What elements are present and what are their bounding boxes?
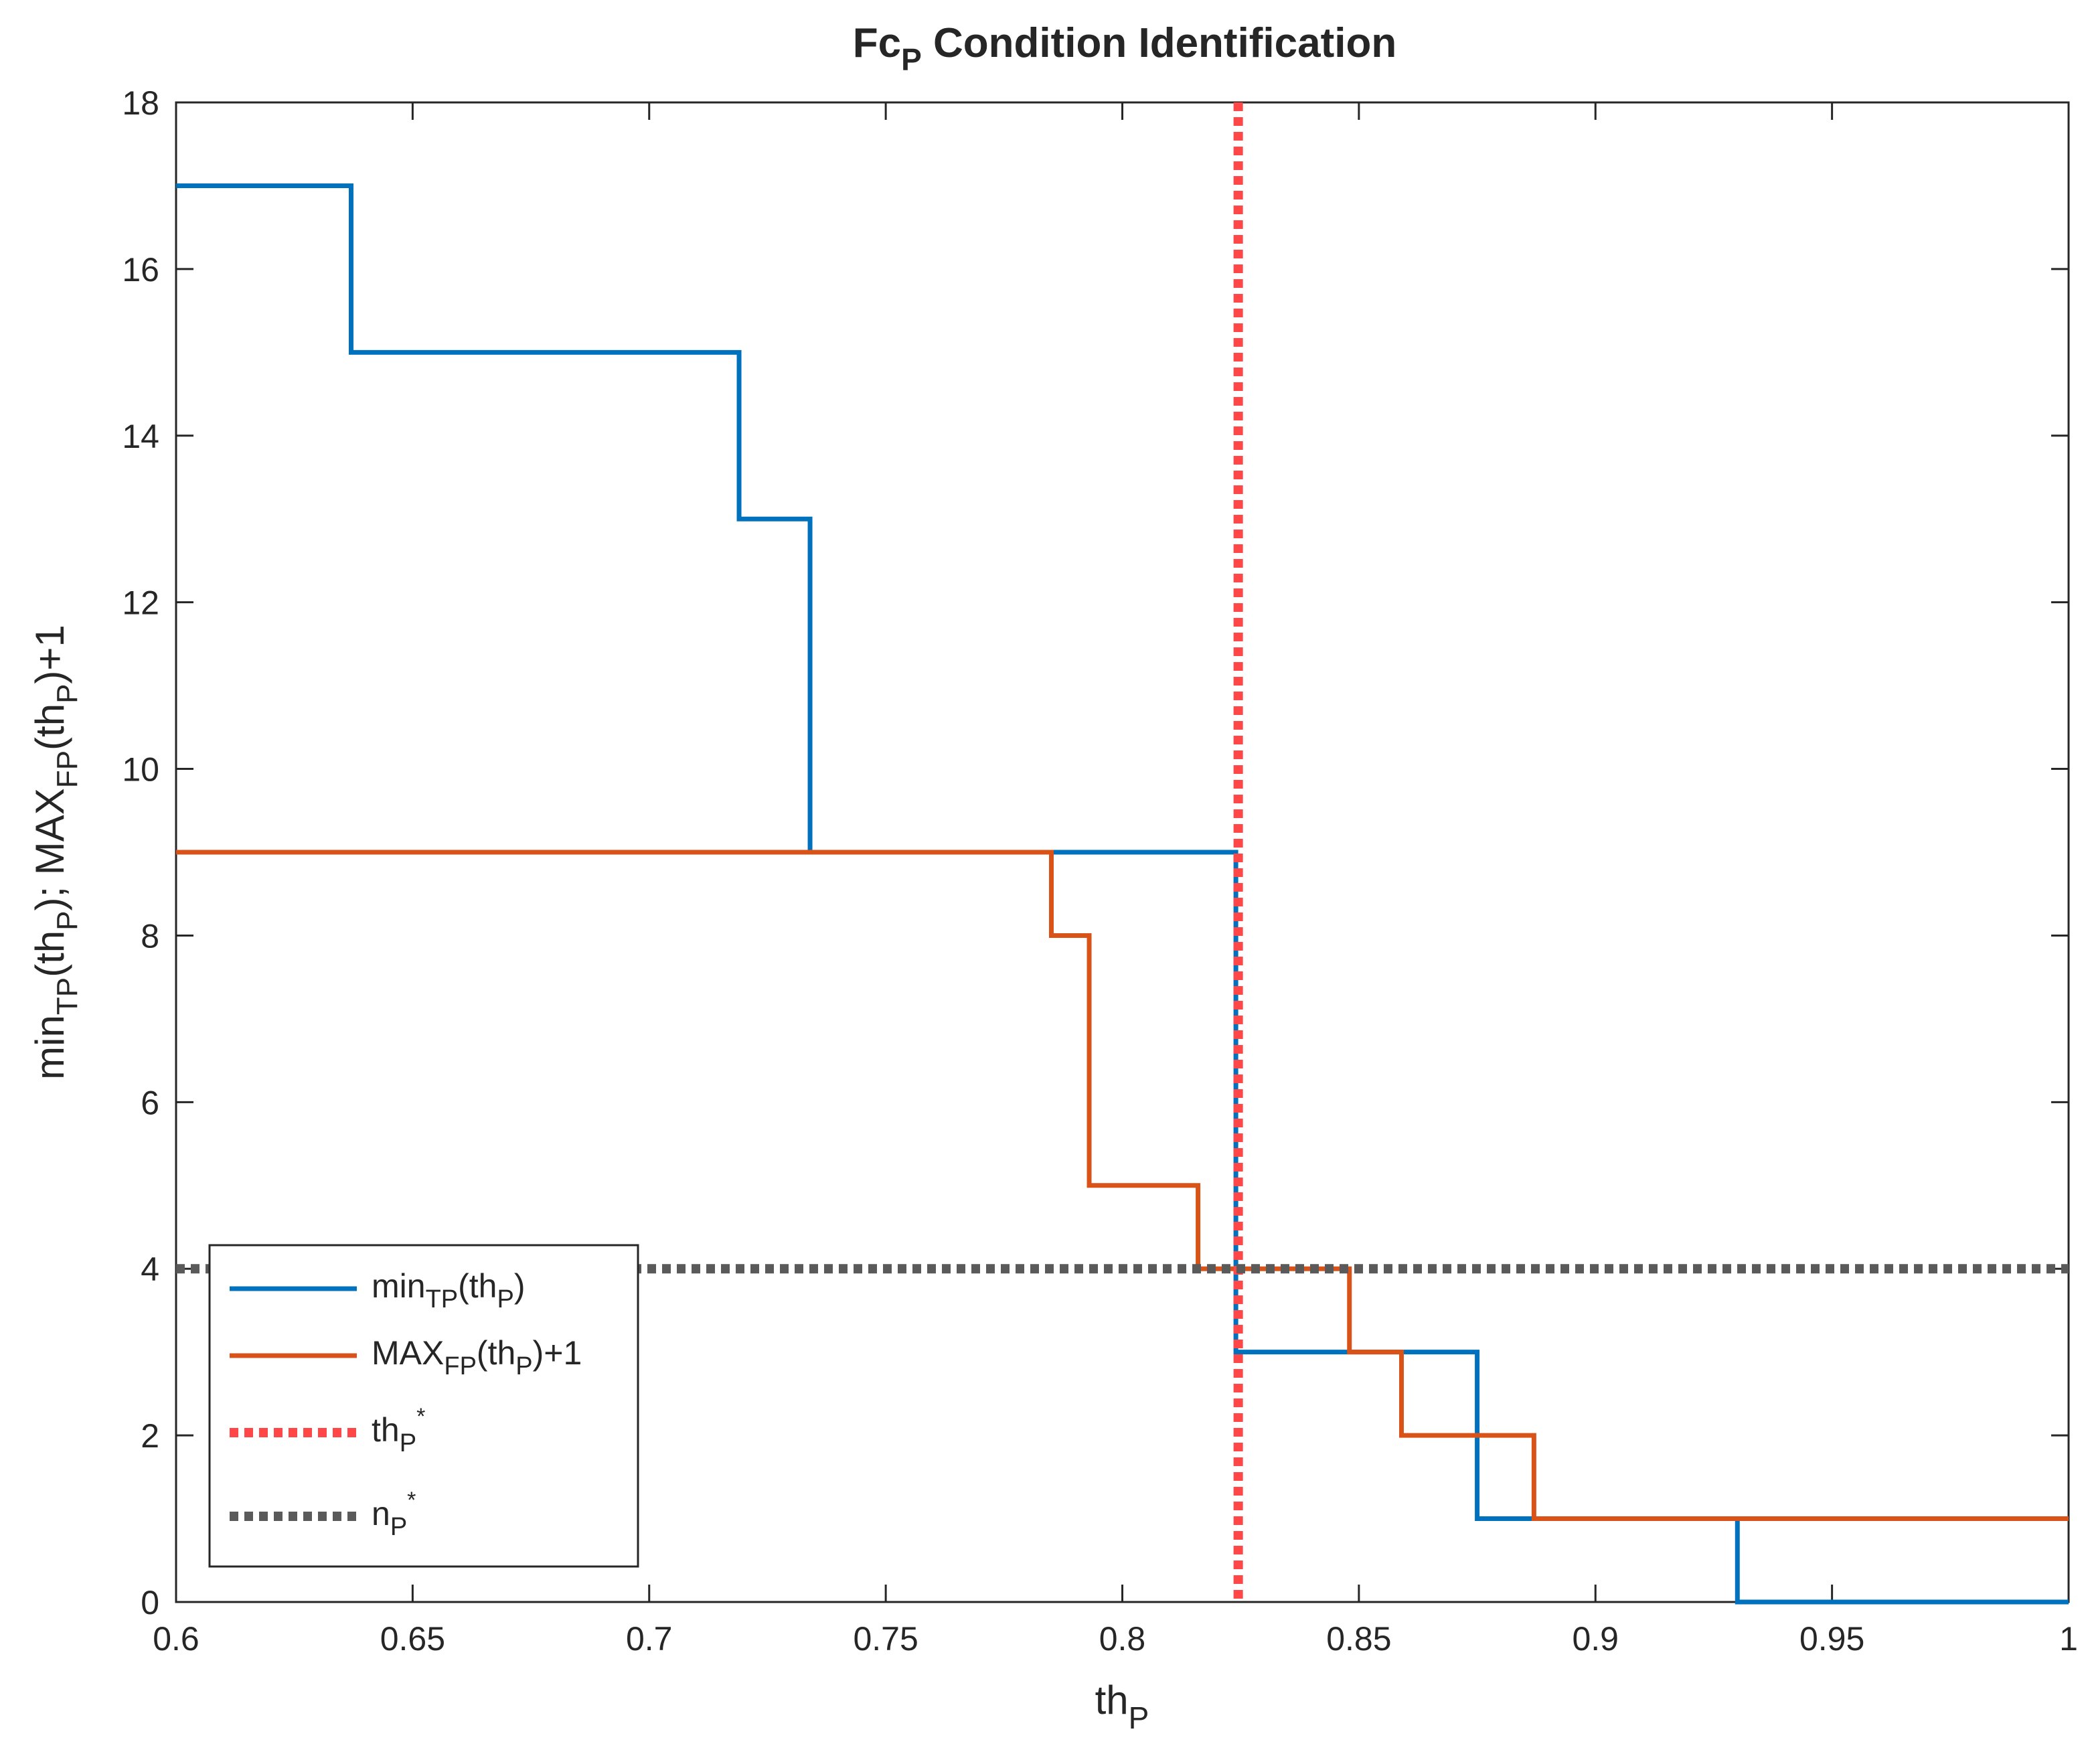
chart-title: FcP Condition Identification: [853, 20, 1397, 77]
x-tick-label: 0.7: [626, 1620, 673, 1658]
legend-label-max-fp: MAXFP(thP)+1: [372, 1334, 582, 1380]
x-axis-label: thP: [1095, 1678, 1149, 1735]
y-tick-labels: 0 2 4 6 8 10 12 14 16 18: [122, 84, 159, 1621]
y-axis-label: minTP(thP); MAXFP(thP)+1: [27, 625, 84, 1080]
y-tick-label: 12: [122, 584, 159, 622]
y-tick-label: 18: [122, 84, 159, 122]
x-tick-label: 0.9: [1572, 1620, 1619, 1658]
x-tick-label: 0.75: [853, 1620, 918, 1658]
y-tick-label: 14: [122, 418, 159, 455]
y-tick-label: 4: [141, 1251, 159, 1288]
x-tick-label: 1: [2059, 1620, 2078, 1658]
y-tick-label: 2: [141, 1417, 159, 1455]
x-tick-labels: 0.6 0.65 0.7 0.75 0.8 0.85 0.9 0.95 1: [153, 1620, 2078, 1658]
x-tick-label: 0.6: [153, 1620, 199, 1658]
legend-label-th-star: thP*: [372, 1404, 425, 1457]
x-tick-label: 0.85: [1326, 1620, 1391, 1658]
x-tick-label: 0.95: [1799, 1620, 1864, 1658]
y-tick-label: 0: [141, 1584, 159, 1621]
y-tick-label: 10: [122, 751, 159, 789]
legend-label-min-tp: minTP(thP): [372, 1267, 526, 1313]
legend: minTP(thP) MAXFP(thP)+1 thP* nP*: [208, 1244, 639, 1568]
x-tick-label: 0.65: [380, 1620, 445, 1658]
legend-label-n-star: nP*: [372, 1488, 416, 1541]
y-tick-label: 6: [141, 1084, 159, 1121]
x-tick-label: 0.8: [1099, 1620, 1146, 1658]
y-tick-label: 16: [122, 251, 159, 289]
y-tick-label: 8: [141, 917, 159, 955]
